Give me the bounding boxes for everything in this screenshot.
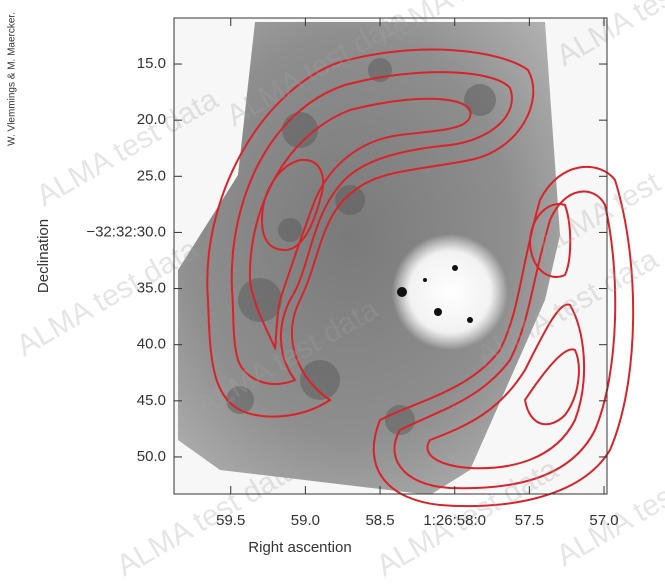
y-axis-label: Declination bbox=[35, 219, 52, 293]
x-tick-label: 1:26:58:0 bbox=[423, 512, 486, 529]
x-axis-label: Right ascention bbox=[248, 539, 351, 556]
x-tick-label: 59.0 bbox=[291, 512, 320, 529]
x-tick-label: 59.5 bbox=[216, 512, 245, 529]
y-tick-label: 35.0 bbox=[137, 280, 166, 297]
x-tick-label: 58.5 bbox=[365, 512, 394, 529]
y-tick-label: 45.0 bbox=[137, 392, 166, 409]
y-tick-label: 20.0 bbox=[137, 111, 166, 128]
y-tick-label: −32:32:30.0 bbox=[86, 223, 166, 240]
y-tick-label: 15.0 bbox=[137, 55, 166, 72]
credit: W. Vlemmings & M. Maercker. bbox=[7, 12, 18, 146]
watermark: ALMA test data bbox=[551, 0, 665, 73]
y-tick-label: 25.0 bbox=[137, 167, 166, 184]
y-tick-label: 40.0 bbox=[137, 336, 166, 353]
y-tick-label: 50.0 bbox=[137, 448, 166, 465]
figure: ALMA test dataALMA test dataALMA test da… bbox=[0, 0, 665, 579]
x-tick-label: 57.0 bbox=[589, 512, 618, 529]
x-tick-label: 57.5 bbox=[515, 512, 544, 529]
